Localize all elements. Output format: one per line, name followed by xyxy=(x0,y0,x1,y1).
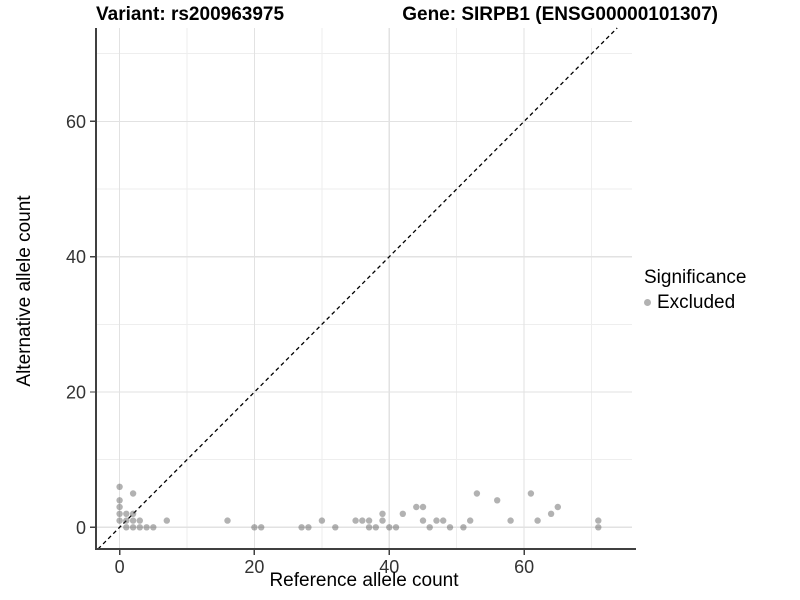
legend-key-dot xyxy=(644,299,651,306)
data-point xyxy=(129,517,137,524)
data-point xyxy=(595,524,602,531)
data-points xyxy=(116,483,602,531)
data-point xyxy=(332,524,339,531)
data-point xyxy=(426,524,433,531)
data-point xyxy=(494,497,501,504)
data-point xyxy=(305,524,312,531)
x-tick-label: 20 xyxy=(244,557,264,577)
legend: Significance Excluded xyxy=(644,267,746,313)
data-point xyxy=(129,490,137,497)
data-point xyxy=(547,510,555,517)
gene-title: Gene: SIRPB1 (ENSG00000101307) xyxy=(402,4,718,25)
x-tick-label: 0 xyxy=(115,557,125,577)
data-point xyxy=(123,524,130,531)
data-point xyxy=(386,524,393,531)
data-point xyxy=(446,524,454,531)
data-point xyxy=(359,517,366,524)
minor-gridlines xyxy=(96,28,632,549)
y-axis-title: Alternative allele count xyxy=(14,195,35,387)
variant-title: Variant: rs200963975 xyxy=(96,4,285,25)
legend-item-label: Excluded xyxy=(657,292,736,313)
plot-title-row: Variant: rs200963975 Gene: SIRPB1 (ENSG0… xyxy=(96,4,718,26)
data-point xyxy=(143,524,150,531)
data-point xyxy=(440,517,447,524)
data-point xyxy=(554,503,561,511)
data-point xyxy=(116,497,123,504)
data-point xyxy=(298,524,305,531)
data-point xyxy=(527,490,535,497)
data-point xyxy=(467,517,474,524)
data-point xyxy=(136,517,143,524)
data-point xyxy=(123,517,130,524)
data-point xyxy=(392,524,400,531)
data-point xyxy=(163,517,170,524)
x-tick-label: 40 xyxy=(379,557,399,577)
identity-line xyxy=(97,27,618,550)
data-point xyxy=(399,510,406,517)
data-point xyxy=(372,524,379,531)
data-point xyxy=(595,517,602,524)
data-point xyxy=(224,517,231,524)
x-axis-title: Reference allele count xyxy=(269,570,459,591)
data-point xyxy=(129,510,137,517)
data-point xyxy=(534,517,541,524)
data-point xyxy=(379,510,386,517)
data-point xyxy=(150,524,157,531)
y-tick-label: 0 xyxy=(76,518,86,538)
data-point xyxy=(352,517,359,524)
x-tick-label: 60 xyxy=(514,557,534,577)
data-point xyxy=(123,510,130,517)
x-tick-labels: 0 20 40 60 xyxy=(115,557,535,577)
data-point xyxy=(433,517,440,524)
data-point xyxy=(318,517,326,524)
data-point xyxy=(116,483,123,490)
data-point xyxy=(507,517,514,524)
tick-marks xyxy=(90,120,525,555)
legend-title: Significance xyxy=(644,267,747,288)
data-point xyxy=(460,524,467,531)
y-tick-label: 60 xyxy=(66,112,86,132)
major-gridlines xyxy=(96,28,632,549)
data-point xyxy=(413,503,420,511)
data-point xyxy=(251,524,258,531)
legend-item-excluded: Excluded xyxy=(644,292,746,313)
data-point xyxy=(116,503,123,511)
data-point xyxy=(136,524,143,531)
data-point xyxy=(419,503,427,511)
data-point xyxy=(473,490,481,497)
y-tick-labels: 0 20 40 60 xyxy=(66,112,86,538)
data-point xyxy=(365,517,373,524)
data-point xyxy=(116,517,123,524)
data-point xyxy=(258,524,265,531)
data-point xyxy=(116,510,123,517)
data-point xyxy=(129,524,137,531)
data-point xyxy=(379,517,386,524)
data-point xyxy=(365,524,373,531)
y-tick-label: 20 xyxy=(66,383,86,403)
data-point xyxy=(419,517,427,524)
y-tick-label: 40 xyxy=(66,247,86,267)
